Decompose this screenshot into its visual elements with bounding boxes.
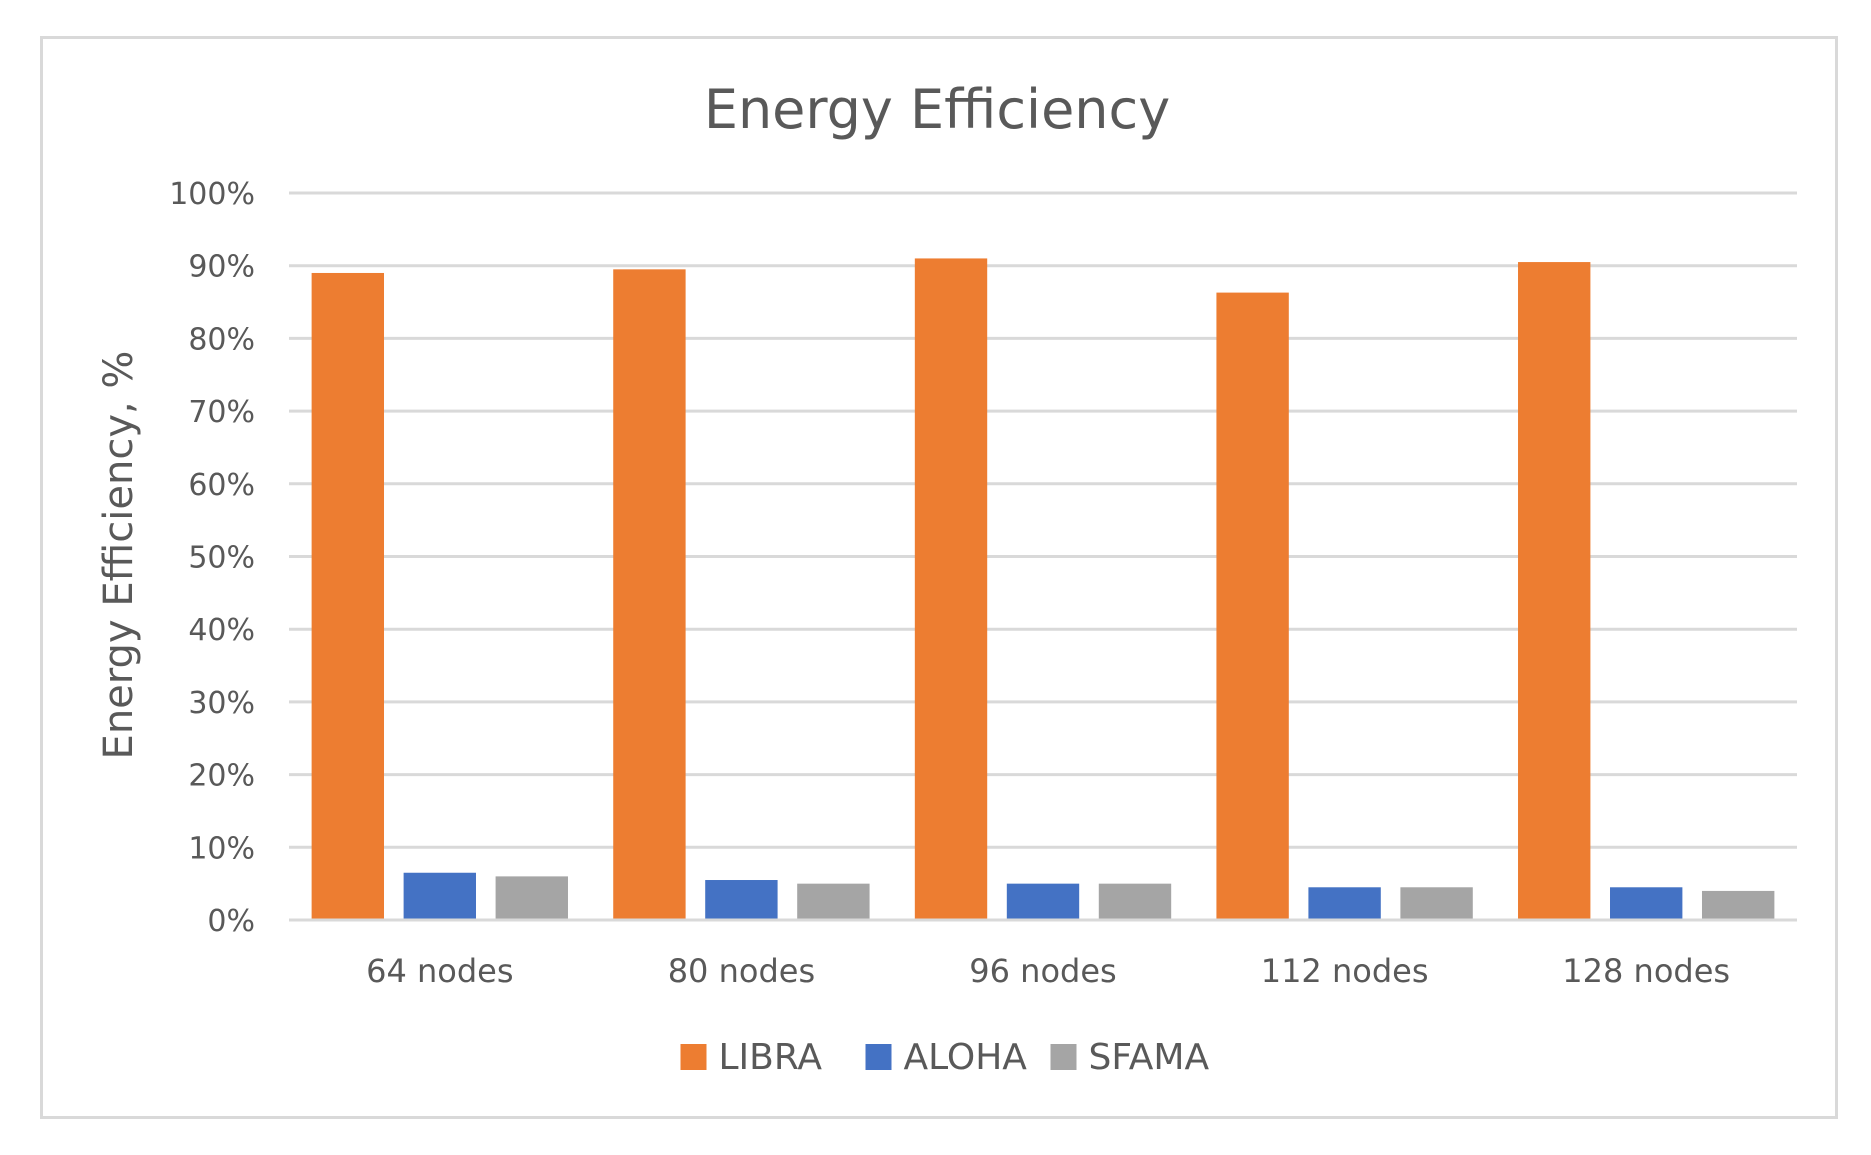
bar-sfama-128-nodes bbox=[1701, 890, 1775, 920]
y-tick-label: 100% bbox=[169, 177, 255, 212]
y-axis-label: Energy Efficiency, % bbox=[96, 351, 142, 760]
bar-libra-64-nodes bbox=[311, 272, 385, 921]
bar-aloha-128-nodes bbox=[1610, 887, 1683, 920]
bar-sfama-112-nodes bbox=[1400, 887, 1473, 920]
bar-aloha-112-nodes bbox=[1308, 887, 1381, 920]
x-tick-label: 64 nodes bbox=[366, 952, 513, 990]
y-tick-label: 10% bbox=[188, 831, 255, 866]
legend-label-sfama: SFAMA bbox=[1089, 1037, 1210, 1078]
bar-libra-112-nodes bbox=[1216, 292, 1289, 920]
x-tick-label: 128 nodes bbox=[1562, 952, 1730, 990]
bar-aloha-64-nodes bbox=[403, 872, 476, 920]
legend-swatch-sfama bbox=[1050, 1044, 1077, 1070]
bar-libra-80-nodes bbox=[613, 269, 686, 921]
y-tick-label: 60% bbox=[188, 468, 255, 503]
bar-sfama-64-nodes bbox=[495, 876, 568, 920]
bar-aloha-80-nodes bbox=[705, 880, 778, 920]
bar-libra-96-nodes bbox=[914, 258, 988, 920]
bar-sfama-96-nodes bbox=[1098, 883, 1172, 920]
x-tick-label: 112 nodes bbox=[1261, 952, 1429, 990]
y-tick-label: 90% bbox=[188, 250, 255, 285]
y-axis-ticks: 0% 10% 20% 30% 40% 50% 60% 70% 80% 90% 100% bbox=[169, 177, 255, 939]
y-tick-label: 80% bbox=[188, 322, 255, 357]
x-tick-label: 80 nodes bbox=[668, 952, 815, 990]
y-tick-label: 30% bbox=[188, 686, 255, 721]
x-tick-label: 96 nodes bbox=[969, 952, 1116, 990]
bar-sfama-80-nodes bbox=[797, 883, 870, 920]
y-tick-label: 40% bbox=[188, 613, 255, 648]
bar-libra-128-nodes bbox=[1518, 262, 1591, 920]
bar-aloha-96-nodes bbox=[1006, 883, 1080, 920]
y-tick-label: 70% bbox=[188, 395, 255, 430]
legend: LIBRA ALOHA SFAMA bbox=[680, 1037, 1210, 1078]
y-tick-label: 50% bbox=[188, 541, 255, 576]
y-tick-label: 20% bbox=[188, 759, 255, 794]
legend-label-aloha: ALOHA bbox=[904, 1037, 1028, 1078]
bars bbox=[311, 258, 1775, 921]
legend-swatch-aloha bbox=[865, 1044, 892, 1070]
legend-label-libra: LIBRA bbox=[719, 1037, 823, 1078]
y-tick-label: 0% bbox=[207, 904, 255, 939]
legend-swatch-libra bbox=[680, 1044, 707, 1070]
chart-title: Energy Efficiency bbox=[704, 78, 1170, 141]
x-axis-ticks: 64 nodes 80 nodes 96 nodes 112 nodes 128 nod… bbox=[366, 952, 1730, 990]
